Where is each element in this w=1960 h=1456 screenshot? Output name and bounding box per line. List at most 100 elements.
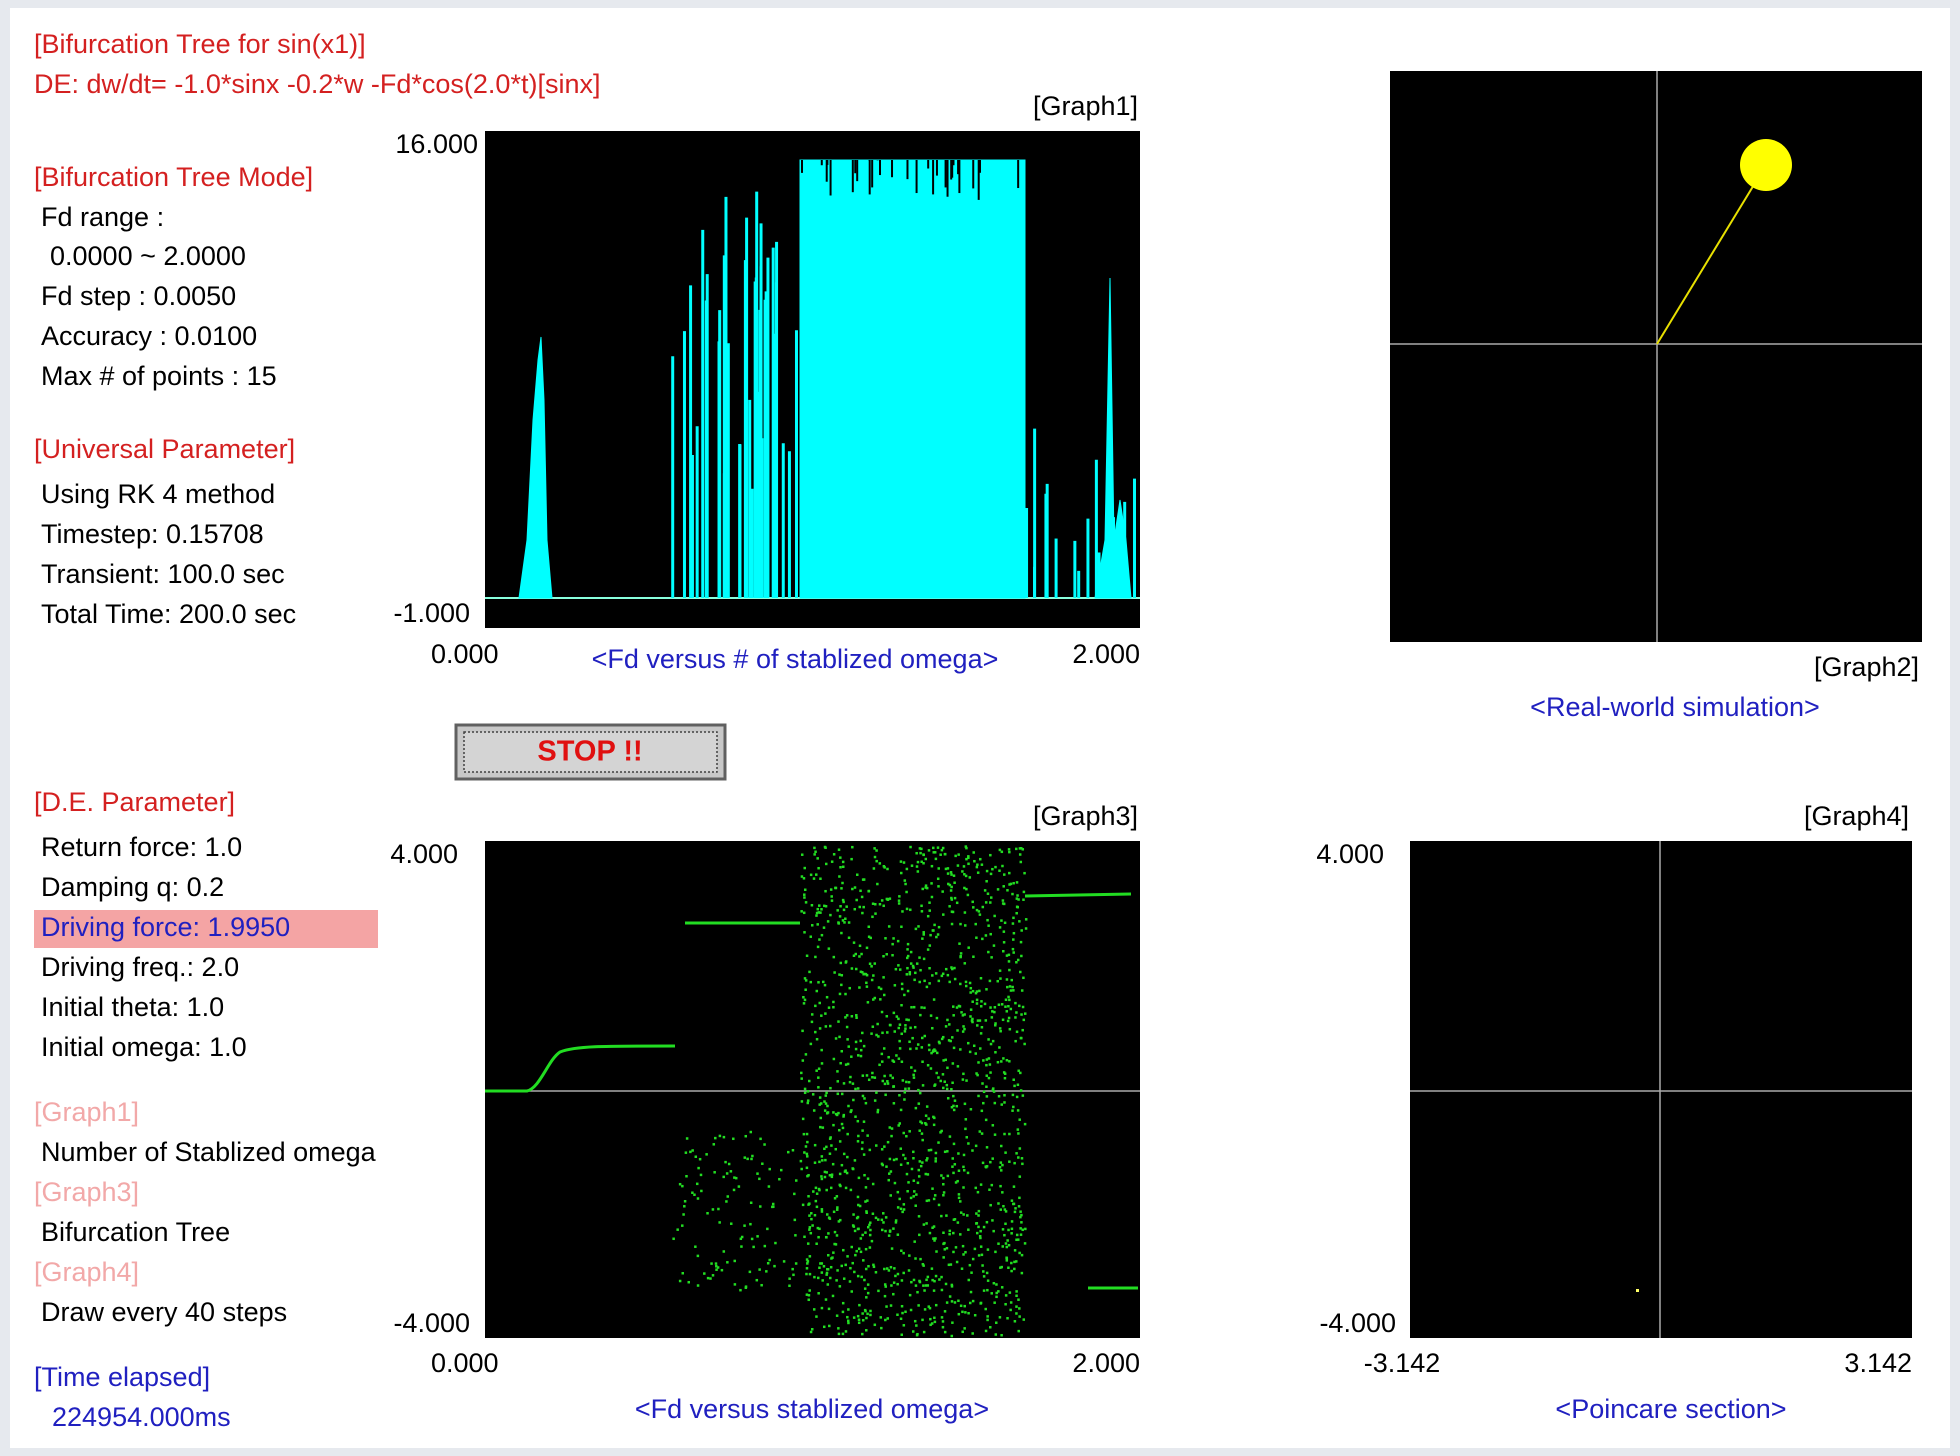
- button-face[interactable]: [463, 731, 718, 773]
- dot: [950, 896, 953, 900]
- dot: [979, 1047, 982, 1050]
- dot: [823, 1109, 827, 1112]
- dot: [1012, 1078, 1015, 1081]
- dot: [890, 1247, 894, 1250]
- dot: [1015, 1312, 1018, 1315]
- dot: [863, 1278, 866, 1282]
- dot: [862, 905, 865, 909]
- dot: [801, 1029, 804, 1033]
- dot: [908, 1130, 911, 1133]
- dot: [861, 1094, 865, 1098]
- dot: [871, 1212, 875, 1215]
- dot: [956, 1221, 960, 1224]
- dot: [902, 1153, 905, 1157]
- dot: [971, 1000, 974, 1003]
- dot: [868, 1246, 872, 1249]
- dot: [964, 1127, 967, 1131]
- dot: [1008, 883, 1011, 886]
- dot: [1016, 958, 1020, 962]
- stop-button[interactable]: STOP !!: [454, 723, 727, 781]
- dot: [969, 1008, 973, 1011]
- button-label[interactable]: STOP !!: [537, 736, 642, 768]
- dot: [928, 1048, 931, 1052]
- param: Using RK 4 method: [41, 479, 275, 509]
- dot: [857, 1203, 860, 1207]
- dot: [1000, 1060, 1003, 1063]
- dot: [971, 900, 974, 904]
- dot: [749, 1222, 752, 1226]
- dot: [870, 1239, 874, 1243]
- dot: [944, 1025, 948, 1028]
- dot: [768, 1167, 771, 1171]
- dot: [998, 848, 1002, 852]
- dot: [983, 889, 987, 892]
- dot: [943, 1150, 947, 1154]
- dot: [852, 941, 856, 944]
- dot: [924, 1122, 927, 1125]
- dot: [933, 851, 937, 854]
- dot: [959, 955, 962, 958]
- dot: [904, 1157, 907, 1160]
- dot: [750, 1237, 754, 1241]
- caption: <Poincare section>: [1555, 1394, 1786, 1424]
- dot: [953, 1099, 957, 1102]
- dot: [933, 1279, 936, 1283]
- dot: [809, 935, 813, 938]
- dot: [926, 948, 930, 951]
- dot: [892, 1060, 896, 1063]
- dot: [946, 973, 950, 977]
- dot: [842, 900, 845, 904]
- dot: [865, 1329, 868, 1332]
- dot: [832, 1005, 835, 1009]
- dot: [989, 1203, 992, 1207]
- dot: [902, 1324, 906, 1327]
- dot: [756, 1172, 759, 1175]
- dot: [859, 1250, 863, 1254]
- dot: [765, 1270, 768, 1273]
- dot: [802, 1132, 806, 1136]
- dot: [1007, 1004, 1010, 1008]
- dot: [950, 898, 954, 901]
- dot: [1000, 1333, 1003, 1337]
- dot: [808, 1226, 812, 1229]
- dot: [832, 1111, 835, 1114]
- dot: [1019, 1089, 1023, 1092]
- dot: [1007, 1266, 1010, 1269]
- dot: [886, 897, 890, 901]
- dot: [989, 901, 992, 904]
- dot: [809, 1042, 813, 1046]
- dot: [808, 1079, 811, 1083]
- dot: [942, 1086, 945, 1090]
- dot: [901, 1210, 904, 1214]
- dot: [863, 1097, 866, 1100]
- dot: [937, 1076, 940, 1079]
- dot: [815, 1315, 818, 1318]
- dot: [678, 1182, 682, 1186]
- dot: [1003, 1208, 1007, 1211]
- dot: [900, 1279, 904, 1282]
- dot: [936, 877, 940, 881]
- dot: [820, 1155, 824, 1158]
- dot: [982, 1275, 986, 1278]
- dot: [1022, 1018, 1026, 1022]
- dot: [998, 1316, 1002, 1319]
- dot: [940, 1037, 944, 1041]
- dot: [1007, 995, 1010, 999]
- dot: [1019, 1036, 1023, 1040]
- dot: [829, 1265, 833, 1269]
- dot: [847, 1045, 851, 1048]
- dot: [924, 1114, 928, 1117]
- dot: [871, 1025, 875, 1028]
- dot: [722, 1250, 726, 1253]
- dot: [813, 1143, 817, 1147]
- dot: [943, 1248, 947, 1251]
- dot: [893, 1030, 897, 1033]
- dot: [828, 1173, 832, 1177]
- dot: [857, 1054, 860, 1057]
- dot: [961, 1310, 964, 1314]
- dot: [900, 1060, 904, 1063]
- dot: [794, 1262, 798, 1265]
- dot: [867, 1078, 871, 1082]
- dot: [830, 1173, 834, 1176]
- dot: [951, 1036, 954, 1039]
